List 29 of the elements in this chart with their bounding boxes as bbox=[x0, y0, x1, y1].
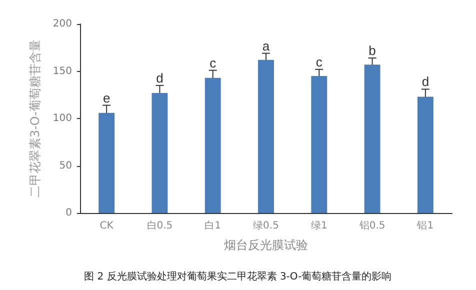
annotation: c bbox=[316, 54, 323, 70]
bar bbox=[152, 92, 168, 213]
y-tick-label: 200 bbox=[52, 18, 72, 30]
bar bbox=[98, 112, 115, 213]
bar bbox=[258, 60, 274, 213]
y-tick-label: 0 bbox=[66, 208, 72, 218]
x-tick-label: 绿1 bbox=[310, 220, 328, 232]
x-tick-label: 白1 bbox=[204, 220, 222, 232]
annotation: a bbox=[262, 38, 270, 54]
y-tick-label: 100 bbox=[52, 113, 72, 124]
annotation: c bbox=[210, 55, 217, 70]
bar bbox=[417, 96, 434, 213]
x-tick-label: CK bbox=[100, 220, 114, 232]
caption: 图 2 反光膜试验处理对葡萄果实二甲花翠素 3-O-葡萄糖苷含量的影响 bbox=[84, 270, 392, 282]
bar bbox=[364, 64, 380, 213]
x-axis-title: 烟台反光膜试验 bbox=[224, 238, 308, 252]
y-tick-label: 50 bbox=[59, 160, 72, 172]
x-tick-label: 绿0.5 bbox=[253, 220, 279, 232]
x-tick-label: 铝0.5 bbox=[358, 220, 386, 232]
bar bbox=[204, 78, 221, 213]
y-tick-label: 150 bbox=[52, 66, 72, 77]
annotation: e bbox=[102, 90, 110, 106]
annotation: b bbox=[368, 43, 376, 58]
bar bbox=[311, 76, 328, 213]
x-tick-label: 白0.5 bbox=[146, 220, 173, 232]
annotation: d bbox=[156, 70, 164, 86]
y-axis-title: 二甲花翠素3-O-葡萄糖苷含量 bbox=[28, 39, 42, 198]
annotation: d bbox=[422, 74, 430, 90]
x-tick-label: 铝1 bbox=[416, 220, 434, 232]
